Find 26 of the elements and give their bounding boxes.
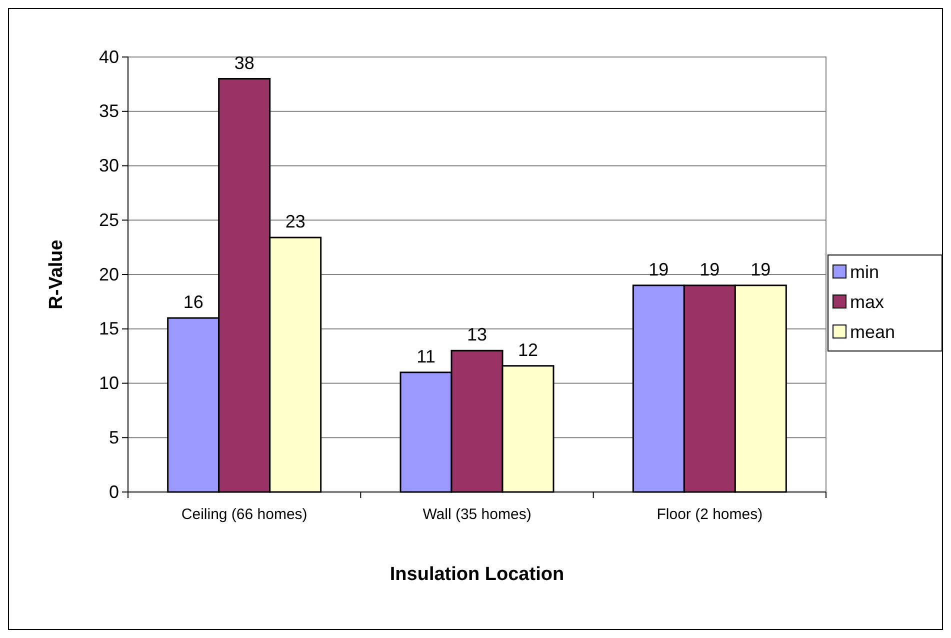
data-label: 19 xyxy=(750,259,771,280)
legend-label: min xyxy=(850,262,880,282)
data-label: 19 xyxy=(648,259,669,280)
y-tick-label: 0 xyxy=(108,482,119,502)
data-label: 13 xyxy=(466,324,488,345)
data-label: 38 xyxy=(234,52,254,73)
data-label: 16 xyxy=(183,292,204,312)
y-tick-label: 30 xyxy=(98,156,119,176)
x-axis-title: Insulation Location xyxy=(390,564,564,585)
y-tick-label: 10 xyxy=(98,373,119,394)
data-label: 12 xyxy=(518,340,538,360)
y-axis-title: R-Value xyxy=(46,240,67,310)
x-tick-label: Wall (35 homes) xyxy=(422,506,532,523)
data-label: 11 xyxy=(416,346,436,366)
legend-label: mean xyxy=(850,322,896,342)
legend-label: max xyxy=(850,292,884,312)
data-label: 23 xyxy=(285,212,306,232)
y-tick-label: 25 xyxy=(98,210,119,230)
y-tick-label: 5 xyxy=(108,427,119,448)
x-tick-label: Ceiling (66 homes) xyxy=(181,506,308,523)
y-tick-label: 40 xyxy=(98,46,119,67)
y-tick-label: 20 xyxy=(98,264,119,284)
x-tick-label: Floor (2 homes) xyxy=(656,506,763,523)
data-label: 19 xyxy=(700,259,720,280)
y-tick-label: 35 xyxy=(98,101,119,122)
y-tick-label: 15 xyxy=(98,318,119,339)
